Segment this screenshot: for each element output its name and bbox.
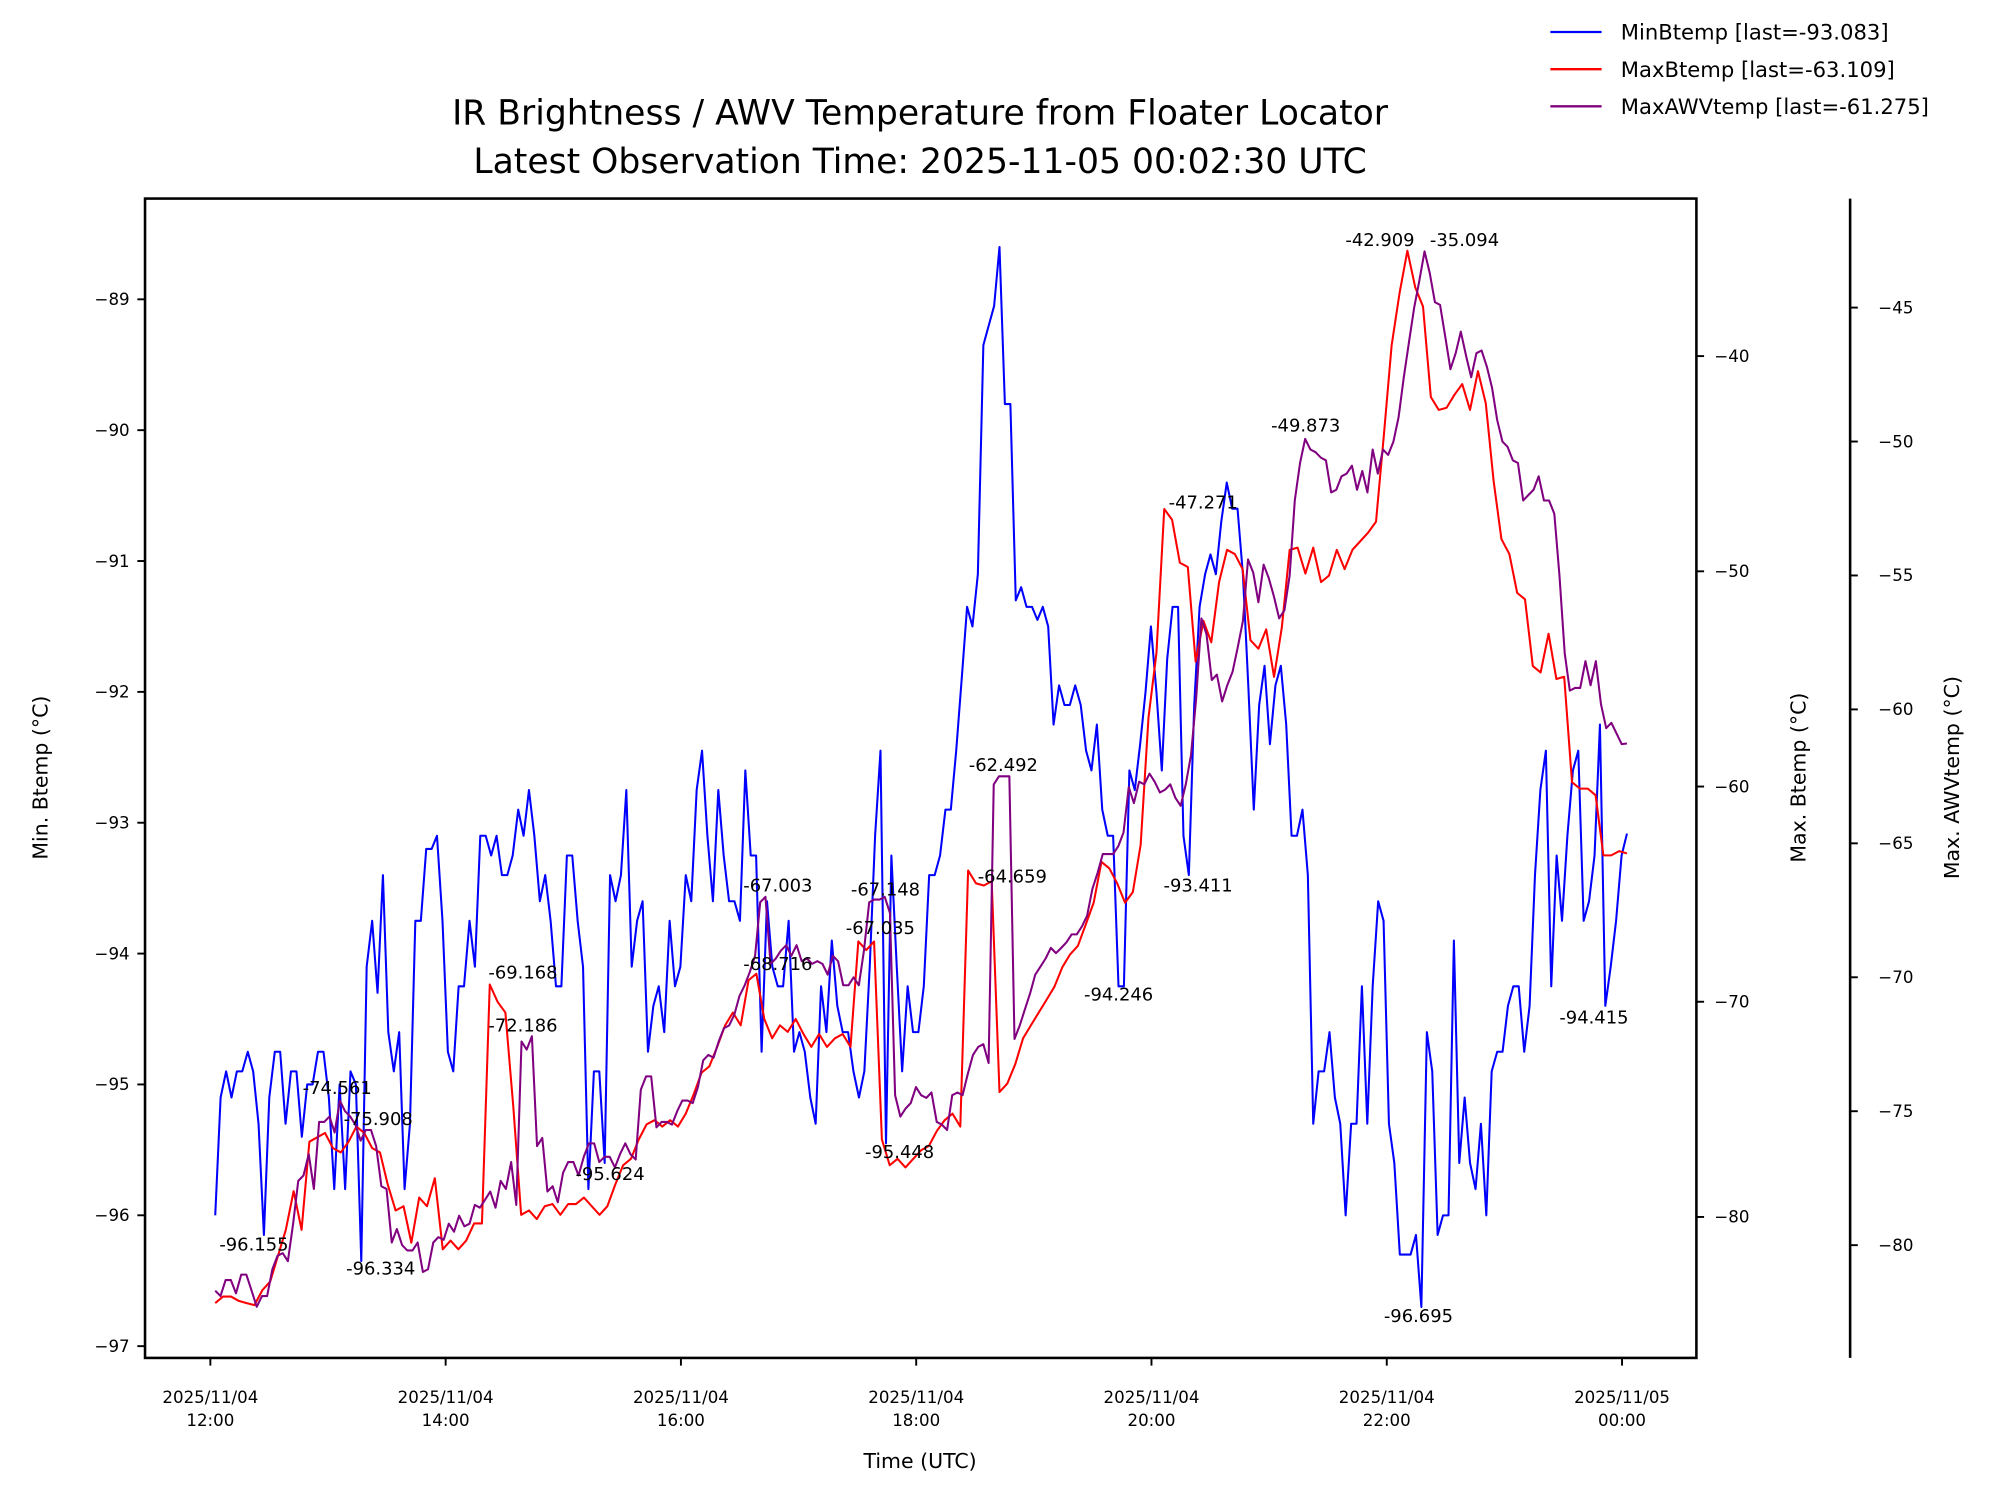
data-annotation: -49.873 — [1271, 416, 1340, 437]
left-tick-label: −90 — [95, 421, 130, 440]
axis-ticks: 2025/11/04 12:00 2025/11/04 14:00 2025/11/04… — [95, 290, 1914, 1430]
left-y-axis-label: Min. Btemp (°C) — [29, 696, 53, 860]
x-tick-label-date: 2025/11/04 — [868, 1388, 964, 1407]
data-annotation: -67.035 — [846, 918, 915, 939]
x-tick-label-date: 2025/11/04 — [398, 1388, 494, 1407]
left-tick-label: −94 — [95, 944, 130, 963]
right1-tick-label: −40 — [1714, 347, 1749, 366]
chart-title: IR Brightness / AWV Temperature from Flo… — [452, 93, 1389, 182]
data-annotation: -96.155 — [219, 1234, 288, 1255]
data-annotation: -75.908 — [344, 1109, 413, 1130]
left-tick-label: −96 — [95, 1206, 130, 1225]
right1-tick-label: −60 — [1714, 777, 1749, 796]
x-tick-label-date: 2025/11/04 — [633, 1388, 729, 1407]
data-annotation: -95.624 — [575, 1164, 644, 1185]
x-tick-label-time: 14:00 — [422, 1411, 470, 1430]
data-annotation: -72.186 — [488, 1015, 557, 1036]
x-tick-label-date: 2025/11/04 — [162, 1388, 258, 1407]
data-annotation: -93.411 — [1163, 876, 1232, 897]
x-tick-label-time: 00:00 — [1598, 1411, 1646, 1430]
data-annotation: -96.695 — [1384, 1306, 1453, 1327]
series-lines — [214, 245, 1628, 1308]
data-annotation: -67.003 — [743, 876, 812, 897]
left-tick-label: −92 — [95, 683, 130, 702]
right2-tick-label: −75 — [1878, 1102, 1913, 1121]
data-annotation: -42.909 — [1345, 230, 1414, 251]
annotations: -96.155 -96.334 -74.561 -75.908 -69.168 -72.1… — [219, 230, 1628, 1327]
left-tick-label: −93 — [95, 814, 130, 833]
legend-entry: MaxBtemp [last=-63.109] — [1621, 57, 1895, 82]
data-annotation: -68.716 — [743, 954, 812, 975]
x-tick-label-time: 20:00 — [1128, 1411, 1176, 1430]
data-annotation: -62.492 — [969, 755, 1038, 776]
data-annotation: -64.659 — [978, 867, 1047, 888]
data-annotation: -96.334 — [346, 1259, 415, 1280]
right-y-axis-label-maxbtemp: Max. Btemp (°C) — [1786, 693, 1810, 863]
data-annotation: -74.561 — [303, 1078, 372, 1099]
data-annotation: -35.094 — [1430, 230, 1499, 251]
x-tick-label-time: 22:00 — [1363, 1411, 1411, 1430]
data-annotation: -47.271 — [1169, 493, 1238, 514]
x-axis-label: Time (UTC) — [862, 1449, 976, 1473]
left-tick-label: −97 — [95, 1337, 130, 1356]
right2-tick-label: −70 — [1878, 968, 1913, 987]
legend-entry: MinBtemp [last=-93.083] — [1621, 20, 1889, 45]
series-line-maxawvtemp — [214, 250, 1628, 1308]
data-annotation: -67.148 — [851, 879, 920, 900]
x-tick-label-date: 2025/11/05 — [1574, 1388, 1670, 1407]
right1-tick-label: −70 — [1714, 993, 1749, 1012]
left-tick-label: −89 — [95, 290, 130, 309]
right1-tick-label: −80 — [1714, 1208, 1749, 1227]
series-line-maxbtemp — [214, 249, 1628, 1307]
left-tick-label: −95 — [95, 1075, 130, 1094]
title-line-2: Latest Observation Time: 2025-11-05 00:0… — [473, 142, 1366, 182]
data-annotation: -94.415 — [1559, 1008, 1628, 1029]
right2-tick-label: −65 — [1878, 834, 1913, 853]
x-tick-label-time: 16:00 — [657, 1411, 705, 1430]
right2-tick-label: −80 — [1878, 1236, 1913, 1255]
x-tick-label-date: 2025/11/04 — [1104, 1388, 1200, 1407]
data-annotation: -69.168 — [488, 963, 557, 984]
x-tick-label-date: 2025/11/04 — [1339, 1388, 1435, 1407]
legend-entry: MaxAWVtemp [last=-61.275] — [1621, 94, 1929, 119]
right2-tick-label: −60 — [1878, 700, 1913, 719]
right2-tick-label: −45 — [1878, 298, 1913, 317]
right2-tick-label: −55 — [1878, 566, 1913, 585]
series-line-minbtemp — [214, 245, 1628, 1308]
data-annotation: -95.448 — [865, 1142, 934, 1163]
right1-tick-label: −50 — [1714, 562, 1749, 581]
x-tick-label-time: 12:00 — [186, 1411, 234, 1430]
title-line-1: IR Brightness / AWV Temperature from Flo… — [452, 93, 1389, 133]
x-tick-label-time: 18:00 — [892, 1411, 940, 1430]
legend: MinBtemp [last=-93.083] MaxBtemp [last=-6… — [1550, 20, 1929, 119]
right2-tick-label: −50 — [1878, 432, 1913, 451]
data-annotation: -94.246 — [1084, 985, 1153, 1006]
right-y-axis-label-maxawv: Max. AWVtemp (°C) — [1940, 676, 1964, 879]
left-tick-label: −91 — [95, 552, 130, 571]
plot-frame — [143, 197, 1698, 1360]
